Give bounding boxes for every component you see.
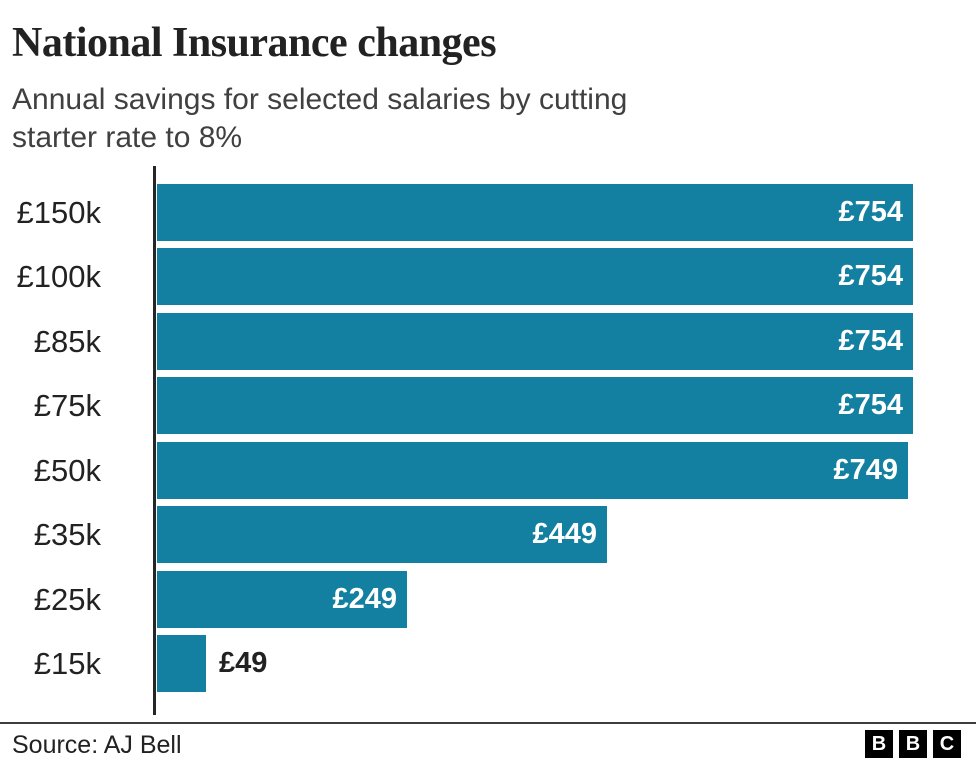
- category-label: £85k: [33, 323, 101, 359]
- source-credit: Source: AJ Bell: [12, 731, 182, 759]
- value-label: £249: [332, 583, 397, 615]
- value-label: £754: [838, 325, 903, 357]
- bbc-logo-box: B: [865, 730, 893, 758]
- category-label: £150k: [16, 194, 101, 230]
- bar: £754: [157, 377, 913, 434]
- bar: £49: [157, 635, 267, 692]
- bar: £249: [157, 571, 407, 628]
- category-label: £50k: [33, 452, 101, 488]
- value-label: £749: [833, 454, 898, 486]
- bbc-logo: B B C: [865, 730, 961, 758]
- category-label: £15k: [33, 645, 101, 681]
- category-label: £25k: [33, 581, 101, 617]
- value-label: £754: [838, 389, 903, 421]
- category-label: £75k: [33, 387, 101, 423]
- chart-subtitle-line-2: starter rate to 8%: [12, 121, 243, 154]
- chart-subtitle: Annual savings for selected salaries by …: [12, 81, 627, 157]
- bar: £449: [157, 506, 607, 563]
- footer-divider: [0, 722, 976, 724]
- y-axis-line: [153, 166, 156, 715]
- bar: £749: [157, 442, 908, 499]
- value-label: £754: [838, 196, 903, 228]
- bar: £754: [157, 184, 913, 241]
- category-label: £100k: [16, 258, 101, 294]
- value-label: £754: [838, 260, 903, 292]
- bar: £754: [157, 248, 913, 305]
- chart-subtitle-line-1: Annual savings for selected salaries by …: [12, 83, 628, 116]
- category-label: £35k: [33, 516, 101, 552]
- bbc-logo-box: C: [933, 730, 961, 758]
- bbc-logo-box: B: [899, 730, 927, 758]
- value-label: £449: [532, 518, 597, 550]
- bar: £754: [157, 313, 913, 370]
- chart-title: National Insurance changes: [12, 20, 497, 66]
- value-label: £49: [219, 647, 268, 679]
